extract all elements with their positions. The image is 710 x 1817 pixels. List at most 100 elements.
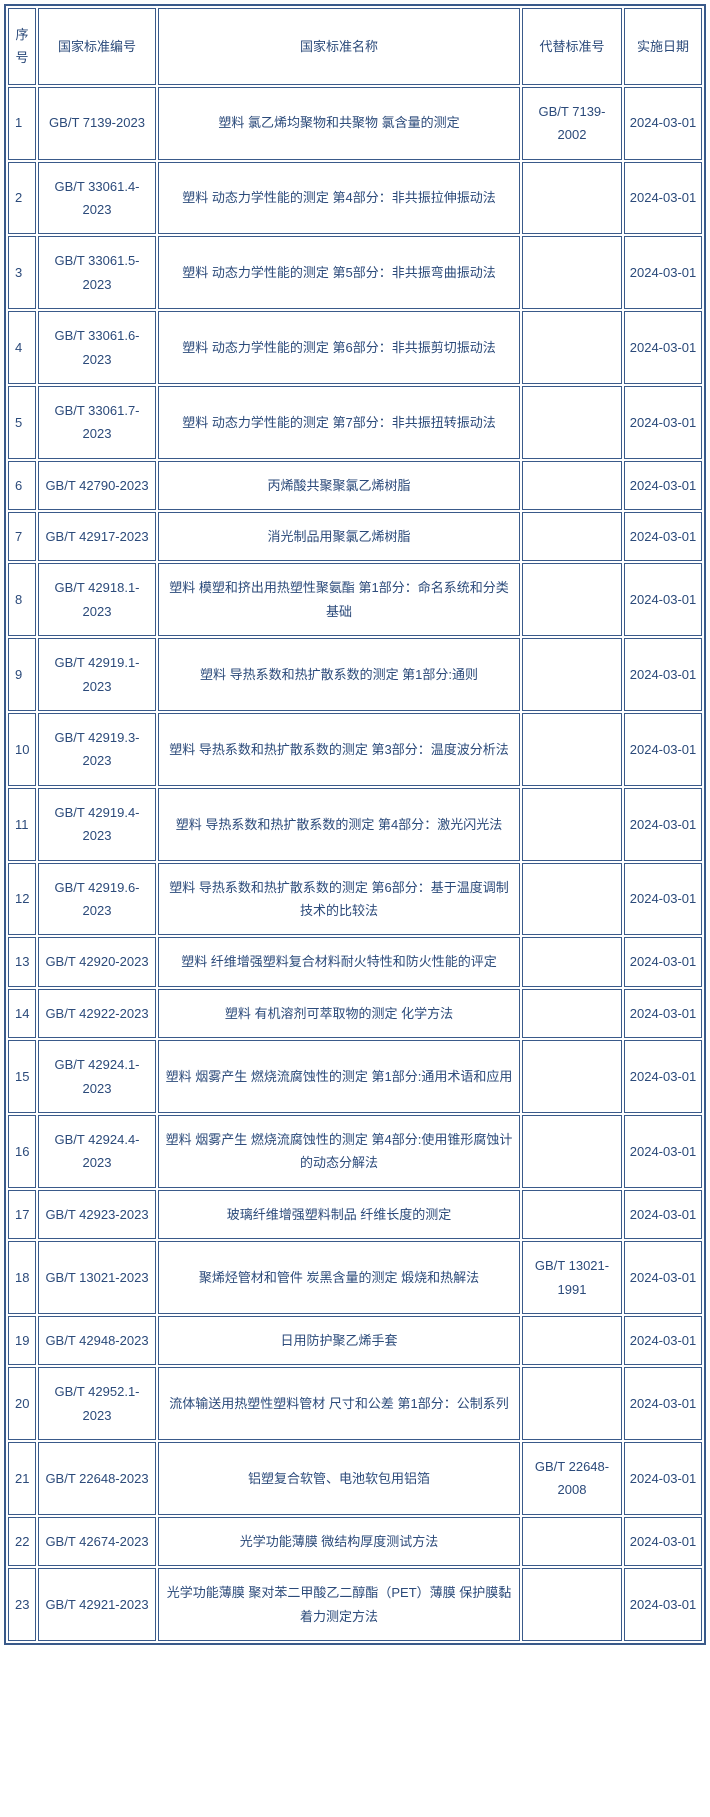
cell-replace [522, 1190, 622, 1239]
cell-code: GB/T 42948-2023 [38, 1316, 156, 1365]
cell-date: 2024-03-01 [624, 87, 702, 160]
cell-seq: 2 [8, 162, 36, 235]
cell-seq: 18 [8, 1241, 36, 1314]
cell-name: 流体输送用热塑性塑料管材 尺寸和公差 第1部分：公制系列 [158, 1367, 520, 1440]
cell-seq: 23 [8, 1568, 36, 1641]
cell-date: 2024-03-01 [624, 311, 702, 384]
cell-name: 光学功能薄膜 聚对苯二甲酸乙二醇酯（PET）薄膜 保护膜黏着力测定方法 [158, 1568, 520, 1641]
cell-name: 消光制品用聚氯乙烯树脂 [158, 512, 520, 561]
cell-date: 2024-03-01 [624, 563, 702, 636]
cell-replace [522, 713, 622, 786]
table-row: 4GB/T 33061.6-2023塑料 动态力学性能的测定 第6部分：非共振剪… [8, 311, 702, 384]
cell-date: 2024-03-01 [624, 1517, 702, 1566]
cell-code: GB/T 42919.3-2023 [38, 713, 156, 786]
table-row: 17GB/T 42923-2023玻璃纤维增强塑料制品 纤维长度的测定2024-… [8, 1190, 702, 1239]
cell-date: 2024-03-01 [624, 713, 702, 786]
cell-name: 铝塑复合软管、电池软包用铝箔 [158, 1442, 520, 1515]
cell-date: 2024-03-01 [624, 162, 702, 235]
cell-name: 塑料 动态力学性能的测定 第6部分：非共振剪切振动法 [158, 311, 520, 384]
table-row: 9GB/T 42919.1-2023塑料 导热系数和热扩散系数的测定 第1部分:… [8, 638, 702, 711]
table-row: 15GB/T 42924.1-2023塑料 烟雾产生 燃烧流腐蚀性的测定 第1部… [8, 1040, 702, 1113]
cell-date: 2024-03-01 [624, 236, 702, 309]
table-row: 23GB/T 42921-2023光学功能薄膜 聚对苯二甲酸乙二醇酯（PET）薄… [8, 1568, 702, 1641]
cell-replace [522, 1040, 622, 1113]
cell-replace [522, 1568, 622, 1641]
cell-name: 塑料 烟雾产生 燃烧流腐蚀性的测定 第4部分:使用锥形腐蚀计的动态分解法 [158, 1115, 520, 1188]
cell-seq: 17 [8, 1190, 36, 1239]
cell-replace [522, 386, 622, 459]
table-row: 2GB/T 33061.4-2023塑料 动态力学性能的测定 第4部分：非共振拉… [8, 162, 702, 235]
header-date: 实施日期 [624, 8, 702, 85]
table-body: 1GB/T 7139-2023塑料 氯乙烯均聚物和共聚物 氯含量的测定GB/T … [8, 87, 702, 1641]
cell-name: 塑料 导热系数和热扩散系数的测定 第3部分：温度波分析法 [158, 713, 520, 786]
cell-name: 塑料 导热系数和热扩散系数的测定 第1部分:通则 [158, 638, 520, 711]
cell-seq: 8 [8, 563, 36, 636]
cell-replace [522, 1316, 622, 1365]
cell-code: GB/T 42917-2023 [38, 512, 156, 561]
cell-name: 塑料 烟雾产生 燃烧流腐蚀性的测定 第1部分:通用术语和应用 [158, 1040, 520, 1113]
table-row: 14GB/T 42922-2023塑料 有机溶剂可萃取物的测定 化学方法2024… [8, 989, 702, 1038]
cell-seq: 3 [8, 236, 36, 309]
table-row: 6GB/T 42790-2023丙烯酸共聚聚氯乙烯树脂2024-03-01 [8, 461, 702, 510]
table-row: 8GB/T 42918.1-2023塑料 模塑和挤出用热塑性聚氨酯 第1部分：命… [8, 563, 702, 636]
table-row: 11GB/T 42919.4-2023塑料 导热系数和热扩散系数的测定 第4部分… [8, 788, 702, 861]
cell-code: GB/T 33061.5-2023 [38, 236, 156, 309]
cell-seq: 13 [8, 937, 36, 986]
cell-code: GB/T 33061.6-2023 [38, 311, 156, 384]
cell-seq: 12 [8, 863, 36, 936]
cell-replace [522, 236, 622, 309]
cell-replace [522, 1517, 622, 1566]
cell-seq: 21 [8, 1442, 36, 1515]
cell-name: 光学功能薄膜 微结构厚度测试方法 [158, 1517, 520, 1566]
cell-seq: 11 [8, 788, 36, 861]
cell-date: 2024-03-01 [624, 638, 702, 711]
cell-seq: 19 [8, 1316, 36, 1365]
cell-seq: 10 [8, 713, 36, 786]
cell-name: 塑料 氯乙烯均聚物和共聚物 氯含量的测定 [158, 87, 520, 160]
table-row: 21GB/T 22648-2023铝塑复合软管、电池软包用铝箔GB/T 2264… [8, 1442, 702, 1515]
header-seq: 序号 [8, 8, 36, 85]
cell-code: GB/T 42952.1-2023 [38, 1367, 156, 1440]
cell-name: 塑料 动态力学性能的测定 第4部分：非共振拉伸振动法 [158, 162, 520, 235]
cell-seq: 22 [8, 1517, 36, 1566]
header-replace: 代替标准号 [522, 8, 622, 85]
cell-replace [522, 863, 622, 936]
cell-replace [522, 937, 622, 986]
table-row: 16GB/T 42924.4-2023塑料 烟雾产生 燃烧流腐蚀性的测定 第4部… [8, 1115, 702, 1188]
header-name: 国家标准名称 [158, 8, 520, 85]
cell-seq: 20 [8, 1367, 36, 1440]
cell-name: 塑料 有机溶剂可萃取物的测定 化学方法 [158, 989, 520, 1038]
cell-code: GB/T 42919.4-2023 [38, 788, 156, 861]
cell-date: 2024-03-01 [624, 863, 702, 936]
cell-code: GB/T 7139-2023 [38, 87, 156, 160]
table-row: 5GB/T 33061.7-2023塑料 动态力学性能的测定 第7部分：非共振扭… [8, 386, 702, 459]
cell-seq: 1 [8, 87, 36, 160]
table-row: 20GB/T 42952.1-2023流体输送用热塑性塑料管材 尺寸和公差 第1… [8, 1367, 702, 1440]
table-row: 13GB/T 42920-2023塑料 纤维增强塑料复合材料耐火特性和防火性能的… [8, 937, 702, 986]
cell-code: GB/T 42923-2023 [38, 1190, 156, 1239]
cell-date: 2024-03-01 [624, 1040, 702, 1113]
cell-name: 丙烯酸共聚聚氯乙烯树脂 [158, 461, 520, 510]
cell-replace [522, 162, 622, 235]
cell-replace [522, 1115, 622, 1188]
table-row: 3GB/T 33061.5-2023塑料 动态力学性能的测定 第5部分：非共振弯… [8, 236, 702, 309]
standards-table: 序号 国家标准编号 国家标准名称 代替标准号 实施日期 1GB/T 7139-2… [4, 4, 706, 1645]
cell-date: 2024-03-01 [624, 1241, 702, 1314]
cell-seq: 4 [8, 311, 36, 384]
cell-name: 塑料 模塑和挤出用热塑性聚氨酯 第1部分：命名系统和分类基础 [158, 563, 520, 636]
cell-code: GB/T 42920-2023 [38, 937, 156, 986]
cell-date: 2024-03-01 [624, 512, 702, 561]
cell-seq: 5 [8, 386, 36, 459]
cell-code: GB/T 22648-2023 [38, 1442, 156, 1515]
cell-code: GB/T 42918.1-2023 [38, 563, 156, 636]
cell-date: 2024-03-01 [624, 1190, 702, 1239]
cell-code: GB/T 42919.6-2023 [38, 863, 156, 936]
table-header-row: 序号 国家标准编号 国家标准名称 代替标准号 实施日期 [8, 8, 702, 85]
cell-seq: 16 [8, 1115, 36, 1188]
cell-replace: GB/T 22648-2008 [522, 1442, 622, 1515]
cell-name: 塑料 导热系数和热扩散系数的测定 第6部分：基于温度调制技术的比较法 [158, 863, 520, 936]
cell-code: GB/T 33061.4-2023 [38, 162, 156, 235]
cell-name: 塑料 导热系数和热扩散系数的测定 第4部分：激光闪光法 [158, 788, 520, 861]
table-row: 18GB/T 13021-2023聚烯烃管材和管件 炭黑含量的测定 煅烧和热解法… [8, 1241, 702, 1314]
cell-name: 日用防护聚乙烯手套 [158, 1316, 520, 1365]
